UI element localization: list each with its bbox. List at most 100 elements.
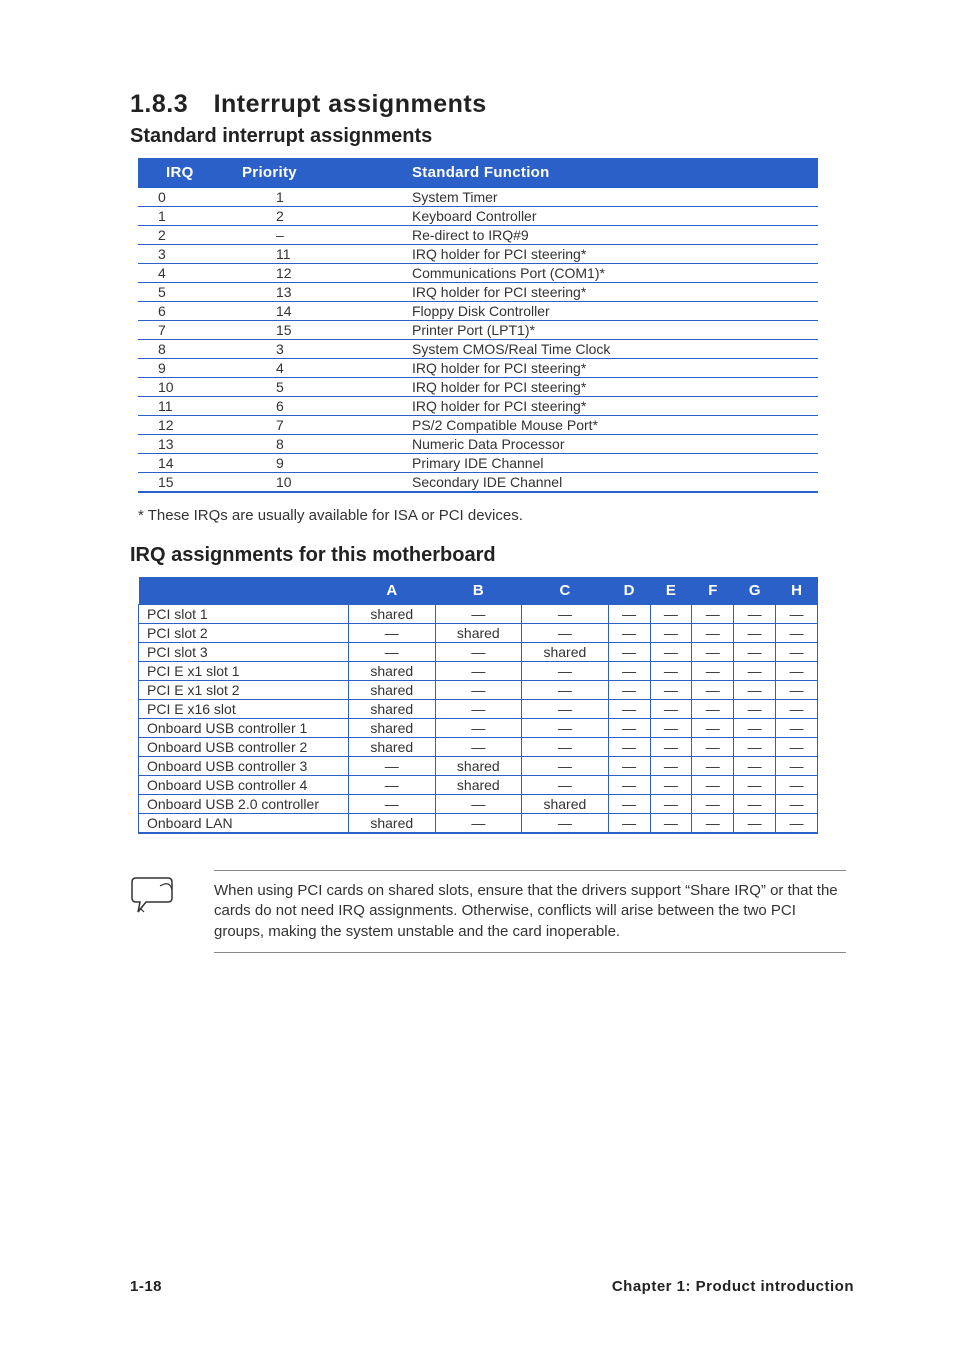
section-title: Interrupt assignments — [214, 90, 487, 118]
table-row: 105IRQ holder for PCI steering* — [138, 378, 818, 397]
priority-cell: 10 — [228, 473, 398, 493]
table-row: Onboard USB controller 4—shared—————— — [139, 776, 818, 795]
mb-cell: — — [522, 776, 609, 795]
mb-cell: — — [435, 700, 522, 719]
mb-cell: — — [608, 643, 650, 662]
mb-header-col: D — [608, 577, 650, 605]
mb-cell: — — [650, 605, 692, 624]
irq-cell: 8 — [138, 340, 228, 359]
table-row: Onboard USB controller 3—shared—————— — [139, 757, 818, 776]
mb-cell: — — [650, 795, 692, 814]
priority-cell: 4 — [228, 359, 398, 378]
priority-cell: 11 — [228, 245, 398, 264]
mb-cell: — — [776, 605, 818, 624]
mb-cell: — — [522, 662, 609, 681]
mb-cell: — — [435, 719, 522, 738]
mb-cell: — — [650, 700, 692, 719]
table-row: 2–Re-direct to IRQ#9 — [138, 226, 818, 245]
table-row: 127PS/2 Compatible Mouse Port* — [138, 416, 818, 435]
mb-row-label: Onboard USB controller 4 — [139, 776, 349, 795]
mb-cell: — — [522, 738, 609, 757]
priority-cell: 3 — [228, 340, 398, 359]
function-cell: PS/2 Compatible Mouse Port* — [398, 416, 818, 435]
priority-cell: 9 — [228, 454, 398, 473]
subheading-mb: IRQ assignments for this motherboard — [130, 544, 854, 567]
mb-row-label: PCI slot 2 — [139, 624, 349, 643]
priority-cell: 6 — [228, 397, 398, 416]
function-cell: IRQ holder for PCI steering* — [398, 245, 818, 264]
mb-cell: — — [692, 738, 734, 757]
irq-footnote: * These IRQs are usually available for I… — [138, 507, 854, 524]
irq-cell: 11 — [138, 397, 228, 416]
mb-cell: — — [349, 757, 436, 776]
mb-cell: shared — [349, 681, 436, 700]
mb-cell: — — [734, 757, 776, 776]
mb-cell: — — [522, 719, 609, 738]
mb-cell: — — [435, 662, 522, 681]
mb-row-label: PCI E x16 slot — [139, 700, 349, 719]
page-footer: 1-18 Chapter 1: Product introduction — [130, 1278, 854, 1295]
irq-cell: 2 — [138, 226, 228, 245]
mb-cell: — — [650, 738, 692, 757]
mb-cell: — — [650, 814, 692, 834]
section-number: 1.8.3 — [130, 90, 188, 118]
mb-cell: — — [692, 662, 734, 681]
irq-cell: 0 — [138, 188, 228, 207]
mb-cell: — — [608, 624, 650, 643]
mb-cell: — — [435, 795, 522, 814]
mb-cell: — — [776, 681, 818, 700]
mb-cell: — — [349, 776, 436, 795]
mb-cell: — — [608, 605, 650, 624]
mb-cell: — — [650, 643, 692, 662]
mb-row-label: PCI slot 1 — [139, 605, 349, 624]
mb-cell: — — [692, 624, 734, 643]
irq-header-func: Standard Function — [398, 158, 818, 188]
mb-cell: — — [776, 814, 818, 834]
table-row: PCI E x1 slot 1shared——————— — [139, 662, 818, 681]
mb-cell: shared — [349, 700, 436, 719]
table-row: Onboard USB controller 1shared——————— — [139, 719, 818, 738]
mb-cell: — — [734, 776, 776, 795]
mb-cell: — — [692, 605, 734, 624]
table-row: 12Keyboard Controller — [138, 207, 818, 226]
mb-cell: shared — [522, 643, 609, 662]
mb-cell: — — [608, 719, 650, 738]
mb-cell: — — [776, 624, 818, 643]
table-row: 311IRQ holder for PCI steering* — [138, 245, 818, 264]
table-row: 138Numeric Data Processor — [138, 435, 818, 454]
table-row: Onboard USB controller 2shared——————— — [139, 738, 818, 757]
table-row: 116IRQ holder for PCI steering* — [138, 397, 818, 416]
note-box: When using PCI cards on shared slots, en… — [130, 870, 854, 953]
mb-cell: — — [734, 643, 776, 662]
mb-cell: — — [349, 624, 436, 643]
mb-row-label: PCI E x1 slot 2 — [139, 681, 349, 700]
irq-cell: 5 — [138, 283, 228, 302]
mb-header-col: H — [776, 577, 818, 605]
irq-cell: 10 — [138, 378, 228, 397]
table-row: Onboard USB 2.0 controller——shared————— — [139, 795, 818, 814]
mb-cell: — — [522, 757, 609, 776]
mb-cell: — — [692, 719, 734, 738]
mb-cell: — — [435, 738, 522, 757]
irq-cell: 1 — [138, 207, 228, 226]
mb-cell: shared — [349, 662, 436, 681]
mb-cell: shared — [435, 624, 522, 643]
page-number: 1-18 — [130, 1278, 162, 1295]
mb-cell: — — [734, 795, 776, 814]
subheading-standard: Standard interrupt assignments — [130, 125, 854, 148]
mb-cell: — — [776, 795, 818, 814]
priority-cell: 12 — [228, 264, 398, 283]
mb-row-label: Onboard LAN — [139, 814, 349, 834]
mb-cell: — — [435, 643, 522, 662]
priority-cell: 15 — [228, 321, 398, 340]
mb-cell: — — [734, 662, 776, 681]
mb-cell: shared — [522, 795, 609, 814]
table-row: 513IRQ holder for PCI steering* — [138, 283, 818, 302]
function-cell: Printer Port (LPT1)* — [398, 321, 818, 340]
mb-cell: — — [608, 662, 650, 681]
function-cell: IRQ holder for PCI steering* — [398, 359, 818, 378]
function-cell: Secondary IDE Channel — [398, 473, 818, 493]
mb-cell: — — [692, 643, 734, 662]
mb-cell: — — [734, 700, 776, 719]
priority-cell: 8 — [228, 435, 398, 454]
